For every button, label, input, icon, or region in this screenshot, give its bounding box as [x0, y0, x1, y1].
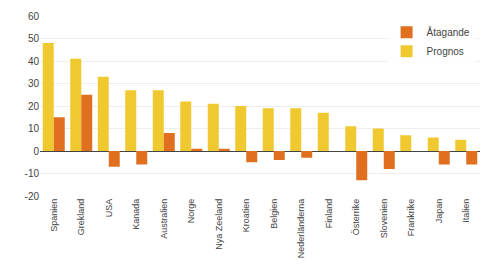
- svg-text:10: 10: [28, 123, 40, 134]
- svg-text:0: 0: [33, 146, 39, 157]
- svg-text:60: 60: [28, 11, 40, 22]
- svg-text:Spanien: Spanien: [49, 199, 59, 232]
- svg-text:Norge: Norge: [186, 199, 196, 224]
- svg-text:50: 50: [28, 33, 40, 44]
- svg-text:Australien: Australien: [159, 199, 169, 239]
- svg-text:Nya Zeeland: Nya Zeeland: [214, 199, 224, 250]
- svg-text:Åtagande: Åtagande: [427, 26, 470, 38]
- svg-text:20: 20: [28, 101, 40, 112]
- svg-text:40: 40: [28, 56, 40, 67]
- svg-text:Finland: Finland: [324, 199, 334, 229]
- svg-text:Italien: Italien: [461, 199, 471, 223]
- svg-text:Japan: Japan: [434, 199, 444, 224]
- svg-text:Frankrike: Frankrike: [406, 199, 416, 237]
- svg-text:Grekland: Grekland: [76, 199, 86, 236]
- svg-text:30: 30: [28, 78, 40, 89]
- svg-text:Nederländerna: Nederländerna: [296, 199, 306, 259]
- svg-text:Österrike: Österrike: [351, 199, 361, 236]
- svg-text:Belgien: Belgien: [269, 199, 279, 229]
- svg-text:-20: -20: [25, 191, 40, 202]
- svg-text:Slovenien: Slovenien: [379, 199, 389, 239]
- svg-text:Kanada: Kanada: [131, 199, 141, 230]
- svg-text:-10: -10: [25, 168, 40, 179]
- svg-text:Kroatien: Kroatien: [241, 199, 251, 233]
- svg-text:USA: USA: [104, 199, 114, 218]
- svg-text:Prognos: Prognos: [427, 46, 464, 57]
